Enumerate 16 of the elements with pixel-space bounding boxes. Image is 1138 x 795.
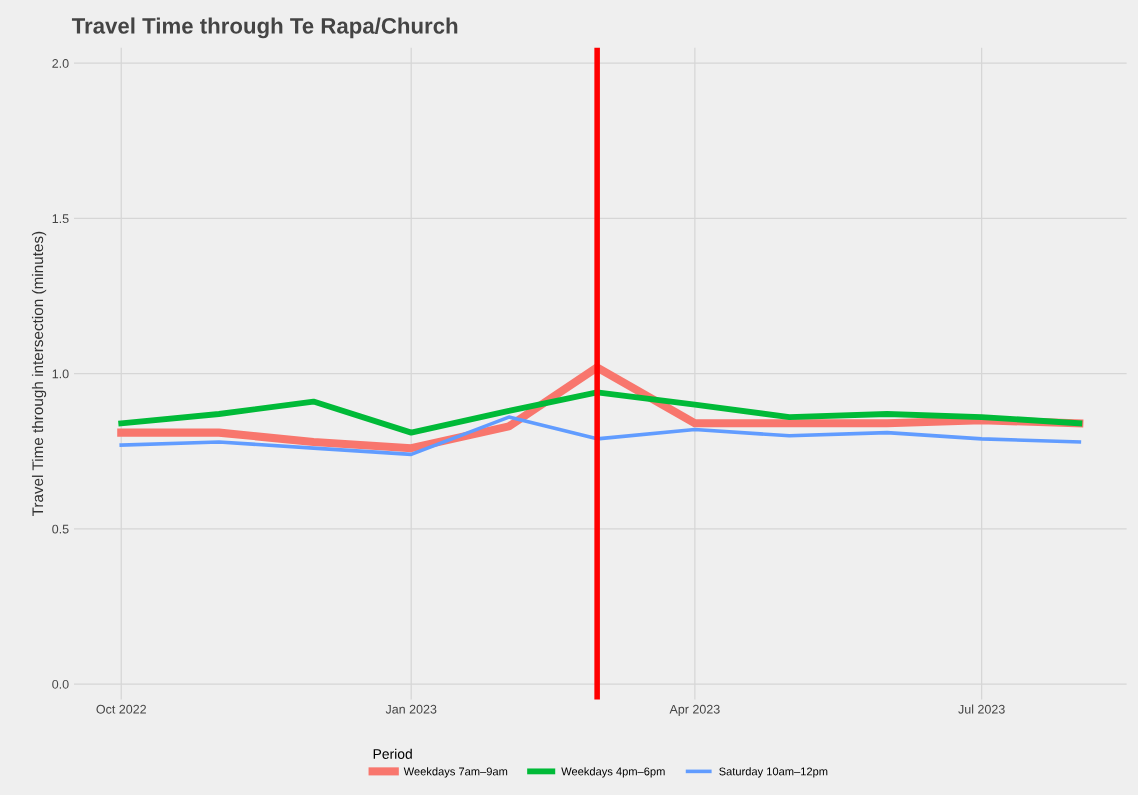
- y-tick-label: 0.0: [52, 679, 69, 689]
- y-tick-label: 1.0: [52, 369, 69, 379]
- x-tick-label: Jul 2023: [958, 704, 1005, 714]
- y-tick-label: 0.5: [52, 524, 69, 534]
- legend-label: Weekdays 7am–9am: [403, 767, 508, 778]
- legend-label: Saturday 10am–12pm: [719, 767, 828, 778]
- legend-title: Period: [373, 748, 412, 759]
- y-axis-title: Travel Time through intersection (minutes): [31, 231, 47, 517]
- y-tick-label: 2.0: [52, 59, 69, 68]
- x-tick-label: Jan 2023: [385, 704, 437, 714]
- line-series: [119, 415, 1082, 457]
- legend-label: Weekdays 4pm–6pm: [561, 767, 665, 778]
- y-tick-label: 1.5: [52, 214, 69, 224]
- x-tick-label: Oct 2022: [96, 704, 146, 714]
- x-tick-label: Apr 2023: [669, 704, 720, 717]
- chart-title: Travel Time through Te Rapa/Church: [71, 17, 458, 39]
